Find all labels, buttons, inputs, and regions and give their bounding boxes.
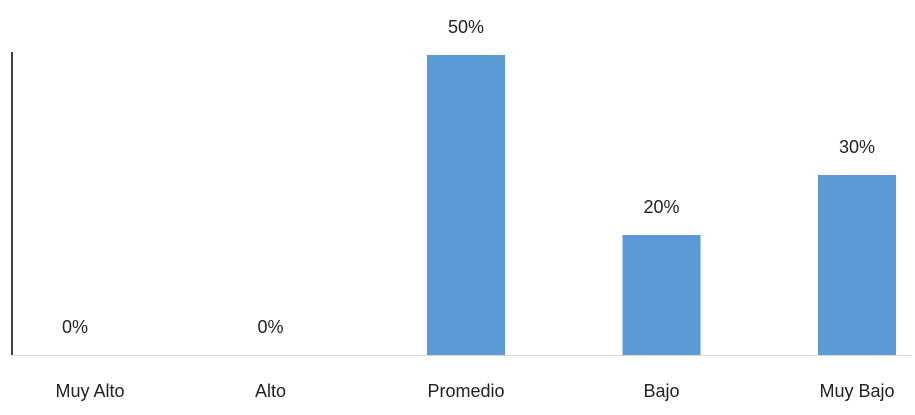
value-label: 0% bbox=[257, 317, 283, 337]
x-tick-label: Promedio bbox=[427, 381, 504, 401]
x-tick-label: Bajo bbox=[643, 381, 679, 401]
value-label: 0% bbox=[62, 317, 88, 337]
bar bbox=[818, 175, 896, 355]
bar bbox=[427, 55, 505, 355]
bar bbox=[622, 235, 701, 355]
value-label: 50% bbox=[448, 17, 484, 37]
x-tick-label: Muy Bajo bbox=[819, 381, 894, 401]
x-tick-label: Alto bbox=[255, 381, 286, 401]
x-tick-label: Muy Alto bbox=[55, 381, 124, 401]
value-label: 20% bbox=[643, 197, 679, 217]
value-label: 30% bbox=[839, 137, 875, 157]
